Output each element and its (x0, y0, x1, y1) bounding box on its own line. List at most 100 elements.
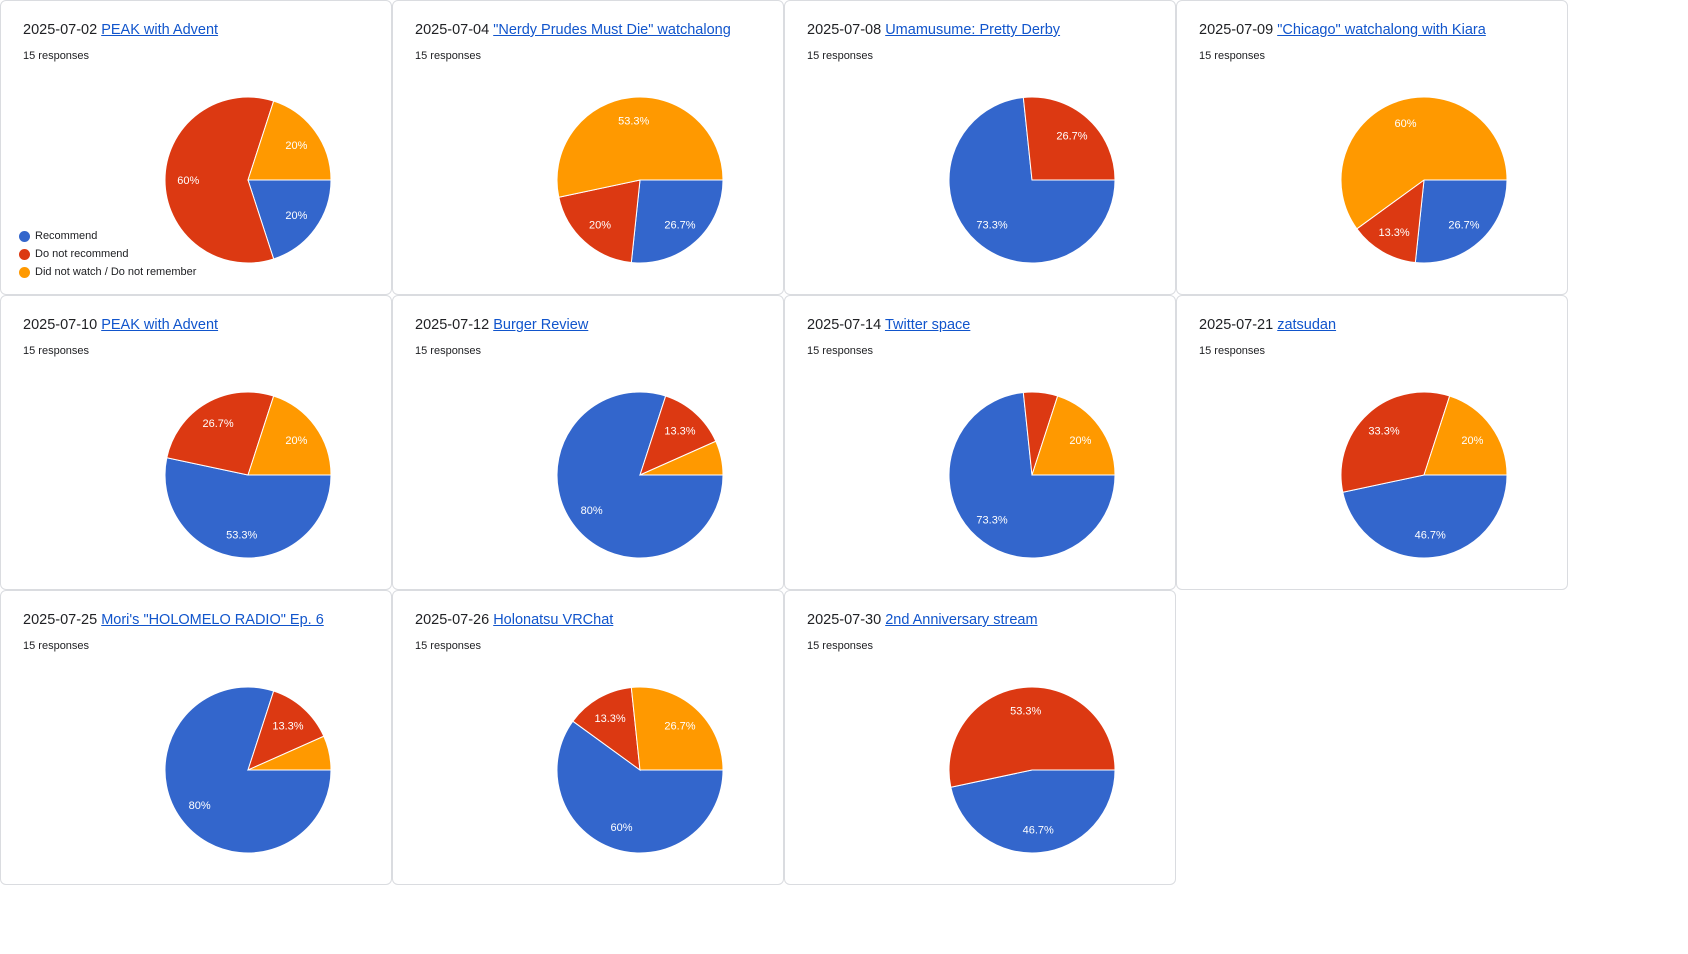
chart-card: 2025-07-26 Holonatsu VRChat 15 responses 6… (392, 590, 784, 885)
pie-slice-do-not-recommend[interactable] (164, 96, 275, 264)
slice-label: 53.3% (226, 529, 257, 541)
response-count: 15 responses (415, 640, 482, 652)
response-count: 15 responses (23, 345, 90, 357)
chart-title: 2025-07-14 Twitter space (807, 317, 970, 333)
legend-item[interactable]: Recommend (19, 227, 196, 245)
chart-title: 2025-07-08 Umamusume: Pretty Derby (807, 22, 1060, 38)
chart-title-link[interactable]: Holonatsu VRChat (493, 612, 614, 628)
chart-date: 2025-07-09 (1199, 22, 1278, 38)
chart-card: 2025-07-09 "Chicago" watchalong with Kia… (1176, 0, 1568, 295)
pie-slice-recommend[interactable] (630, 179, 724, 264)
pie-chart: 46.7% 53.3% (948, 686, 1116, 854)
slice-label: 20% (1069, 435, 1091, 447)
pie-slice-did-not-watch-do-not-remember[interactable] (247, 395, 332, 476)
legend-label: Do not recommend (35, 248, 129, 260)
slice-label: 46.7% (1415, 529, 1446, 541)
chart-date: 2025-07-21 (1199, 317, 1278, 333)
slice-label: 80% (581, 505, 603, 517)
pie-slice-do-not-recommend[interactable] (1022, 96, 1116, 181)
pie-slice-did-not-watch-do-not-remember[interactable] (1031, 395, 1116, 476)
response-count: 15 responses (807, 640, 874, 652)
chart-date: 2025-07-14 (807, 317, 885, 333)
pie-slice-did-not-watch-do-not-remember[interactable] (247, 735, 332, 771)
chart-title-link[interactable]: 2nd Anniversary stream (885, 612, 1038, 628)
slice-label: 26.7% (203, 418, 234, 430)
pie-slice-do-not-recommend[interactable] (948, 686, 1116, 788)
chart-title-link[interactable]: PEAK with Advent (101, 317, 219, 333)
chart-legend: Recommend Do not recommend Did not watch /… (19, 227, 196, 281)
pie-chart: 46.7% 33.3% 20% (1340, 391, 1508, 559)
pie-chart: 73.3% 20% (948, 391, 1116, 559)
chart-title-link[interactable]: Umamusume: Pretty Derby (885, 22, 1061, 38)
chart-title-link[interactable]: Mori's "HOLOMELO RADIO" Ep. 6 (101, 612, 324, 628)
legend-dot-icon (19, 230, 30, 242)
chart-title: 2025-07-02 PEAK with Advent (23, 22, 218, 38)
slice-label: 80% (189, 800, 211, 812)
slice-label: 26.7% (1448, 219, 1479, 231)
slice-label: 20% (285, 435, 307, 447)
chart-date: 2025-07-25 (23, 612, 102, 628)
pie-chart: 80% 13.3% (556, 391, 724, 559)
legend-item[interactable]: Do not recommend (19, 245, 196, 263)
pie-slice-recommend[interactable] (164, 457, 332, 559)
slice-label: 53.3% (1010, 706, 1041, 718)
pie-slice-do-not-recommend[interactable] (247, 690, 325, 771)
legend-dot-icon (19, 266, 30, 278)
chart-card: 2025-07-10 PEAK with Advent 15 responses 5… (0, 295, 392, 590)
chart-title-link[interactable]: "Chicago" watchalong with Kiara (1277, 22, 1486, 38)
legend-label: Recommend (35, 230, 98, 242)
chart-title: 2025-07-21 zatsudan (1199, 317, 1336, 333)
slice-label: 53.3% (618, 116, 649, 128)
pie-slice-recommend[interactable] (247, 179, 332, 260)
chart-title-link[interactable]: Burger Review (493, 317, 589, 333)
pie-slice-did-not-watch-do-not-remember[interactable] (639, 440, 724, 476)
response-count: 15 responses (23, 50, 90, 62)
pie-chart: 53.3% 26.7% 20% (164, 391, 332, 559)
chart-card: 2025-07-30 2nd Anniversary stream 15 resp… (784, 590, 1176, 885)
legend-item[interactable]: Did not watch / Do not remember (19, 263, 196, 281)
slice-label: 73.3% (976, 219, 1007, 231)
response-count: 15 responses (415, 345, 482, 357)
pie-slice-recommend[interactable] (1342, 474, 1508, 559)
chart-title: 2025-07-26 Holonatsu VRChat (415, 612, 613, 628)
chart-title: 2025-07-04 "Nerdy Prudes Must Die" watch… (415, 22, 731, 38)
chart-title: 2025-07-30 2nd Anniversary stream (807, 612, 1038, 628)
pie-slice-recommend[interactable] (1414, 179, 1508, 264)
pie-slice-do-not-recommend[interactable] (558, 179, 641, 264)
slice-label: 60% (177, 175, 199, 187)
slice-label: 26.7% (1056, 131, 1087, 143)
pie-slice-do-not-recommend[interactable] (1340, 391, 1451, 493)
chart-title-link[interactable]: PEAK with Advent (101, 22, 219, 38)
pie-slice-do-not-recommend[interactable] (1356, 178, 1425, 264)
chart-title-link[interactable]: "Nerdy Prudes Must Die" watchalong (493, 22, 731, 38)
pie-slice-did-not-watch-do-not-remember[interactable] (556, 96, 724, 198)
pie-slice-did-not-watch-do-not-remember[interactable] (630, 686, 724, 771)
legend-dot-icon (19, 248, 30, 260)
slice-label: 33.3% (1368, 426, 1399, 438)
pie-slice-do-not-recommend[interactable] (639, 395, 717, 476)
response-count: 15 responses (1199, 50, 1266, 62)
pie-slice-do-not-recommend[interactable] (572, 686, 641, 772)
pie-slice-do-not-recommend[interactable] (166, 391, 275, 476)
pie-slice-did-not-watch-do-not-remember[interactable] (247, 100, 332, 181)
pie-slice-did-not-watch-do-not-remember[interactable] (1423, 395, 1508, 476)
pie-chart: 80% 13.3% (164, 686, 332, 854)
response-count: 15 responses (1199, 345, 1266, 357)
chart-card: 2025-07-08 Umamusume: Pretty Derby 15 res… (784, 0, 1176, 295)
slice-label: 13.3% (664, 426, 695, 438)
response-count: 15 responses (807, 50, 874, 62)
response-count: 15 responses (23, 640, 90, 652)
chart-title-link[interactable]: zatsudan (1277, 317, 1337, 333)
chart-date: 2025-07-26 (415, 612, 494, 628)
slice-label: 20% (285, 140, 307, 152)
chart-date: 2025-07-08 (807, 22, 886, 38)
pie-slice-did-not-watch-do-not-remember[interactable] (1340, 96, 1508, 230)
pie-slice-recommend[interactable] (950, 769, 1116, 854)
pie-chart: 26.7% 20% 53.3% (556, 96, 724, 264)
pie-slice-recommend[interactable] (556, 720, 724, 854)
chart-date: 2025-07-04 (415, 22, 494, 38)
slice-label: 60% (611, 822, 633, 834)
chart-title: 2025-07-09 "Chicago" watchalong with Kia… (1199, 22, 1486, 38)
slice-label: 26.7% (664, 721, 695, 733)
chart-title-link[interactable]: Twitter space (884, 317, 971, 333)
